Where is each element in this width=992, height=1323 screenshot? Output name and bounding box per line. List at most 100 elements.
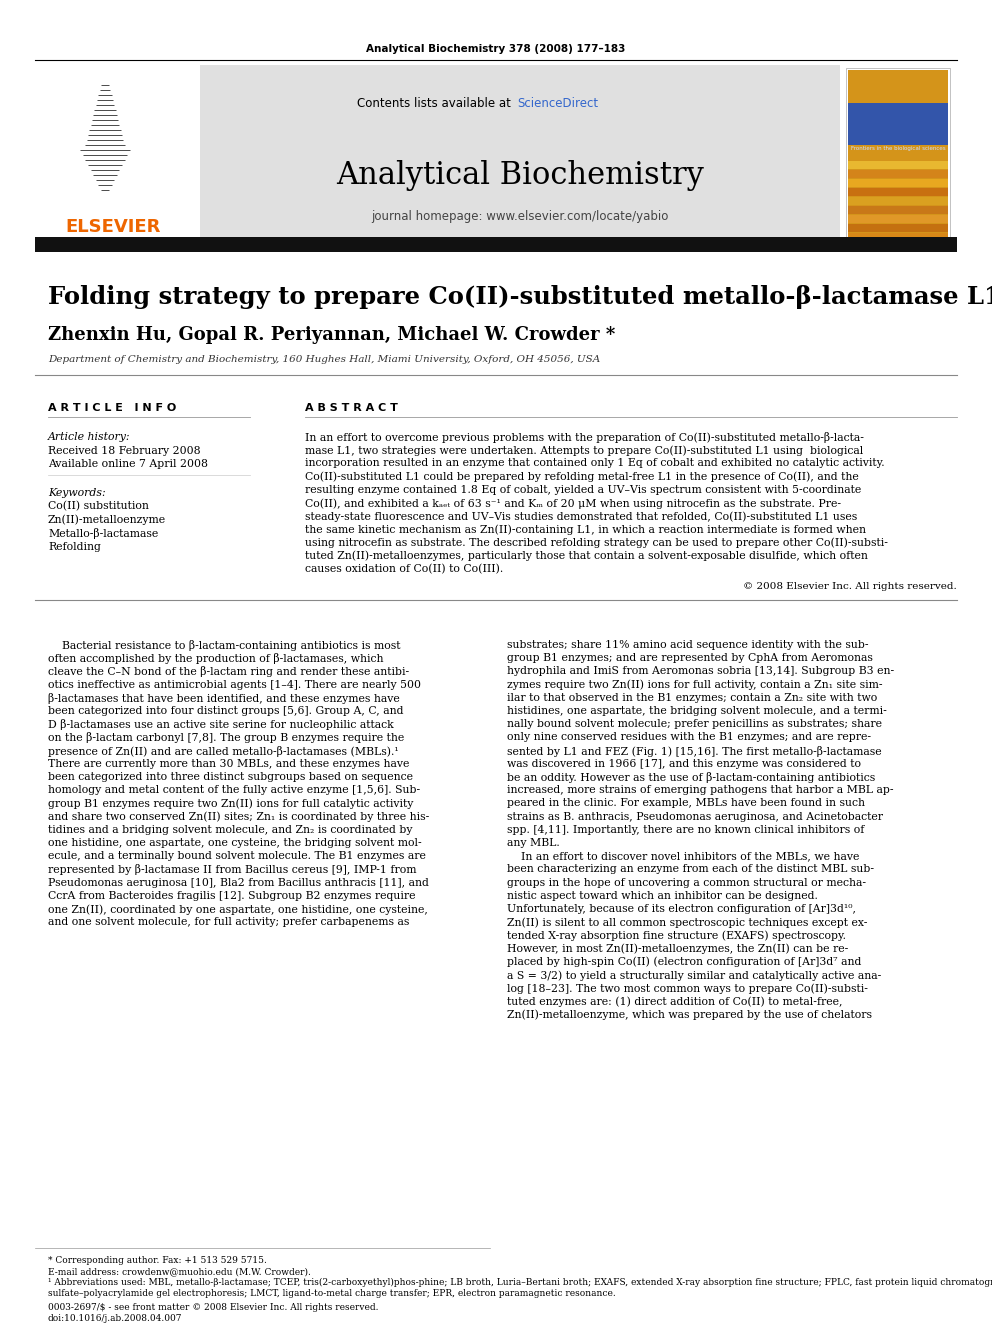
Text: been categorized into three distinct subgroups based on sequence: been categorized into three distinct sub… [48,773,413,782]
Text: Elsevier: Elsevier [887,218,909,224]
Bar [848,188,948,196]
Text: E-mail address: crowdenw@muohio.edu (M.W. Crowder).: E-mail address: crowdenw@muohio.edu (M.W… [48,1267,310,1275]
Text: sented by L1 and FEZ (Fig. 1) [15,16]. The first metallo-β-lactamase: sented by L1 and FEZ (Fig. 1) [15,16]. T… [507,746,882,757]
Text: Available online 7 April 2008: Available online 7 April 2008 [48,459,208,468]
Text: journal homepage: www.elsevier.com/locate/yabio: journal homepage: www.elsevier.com/locat… [371,210,669,224]
Text: ilar to that observed in the B1 enzymes; contain a Zn₂ site with two: ilar to that observed in the B1 enzymes;… [507,693,877,703]
Text: group B1 enzymes; and are represented by CphA from Aeromonas: group B1 enzymes; and are represented by… [507,654,873,663]
Bar [848,216,948,224]
Text: Unfortunately, because of its electron configuration of [Ar]3d¹⁰,: Unfortunately, because of its electron c… [507,904,856,914]
Text: doi:10.1016/j.ab.2008.04.007: doi:10.1016/j.ab.2008.04.007 [48,1314,183,1323]
Text: A B S T R A C T: A B S T R A C T [305,404,398,413]
Text: Co(II), and exhibited a kₐₑₜ of 63 s⁻¹ and Kₘ of 20 μM when using nitrocefin as : Co(II), and exhibited a kₐₑₜ of 63 s⁻¹ a… [305,497,841,508]
Bar [848,233,948,241]
Bar [848,179,948,187]
Text: © 2008 Elsevier Inc. All rights reserved.: © 2008 Elsevier Inc. All rights reserved… [743,582,957,591]
Bar [846,67,950,239]
Text: been categorized into four distinct groups [5,6]. Group A, C, and: been categorized into four distinct grou… [48,706,404,716]
Text: on the β-lactam carbonyl [7,8]. The group B enzymes require the: on the β-lactam carbonyl [7,8]. The grou… [48,733,405,744]
Text: log [18–23]. The two most common ways to prepare Co(II)-substi-: log [18–23]. The two most common ways to… [507,983,868,994]
Bar [848,197,948,205]
Bar [848,224,948,232]
Text: any MBL.: any MBL. [507,837,559,848]
Text: mase L1, two strategies were undertaken. Attempts to prepare Co(II)-substituted : mase L1, two strategies were undertaken.… [305,446,863,455]
Bar [848,161,948,169]
Text: Analytical Biochemistry: Analytical Biochemistry [336,160,704,191]
Text: Co(II)-substituted L1 could be prepared by refolding metal-free L1 in the presen: Co(II)-substituted L1 could be prepared … [305,471,859,482]
Text: groups in the hope of uncovering a common structural or mecha-: groups in the hope of uncovering a commo… [507,877,866,888]
Text: causes oxidation of Co(II) to Co(III).: causes oxidation of Co(II) to Co(III). [305,564,503,574]
Text: Zn(II)-metalloenzyme: Zn(II)-metalloenzyme [48,515,166,525]
Text: increased, more strains of emerging pathogens that harbor a MBL ap-: increased, more strains of emerging path… [507,785,894,795]
Text: a S = 3/2) to yield a structurally similar and catalytically active ana-: a S = 3/2) to yield a structurally simil… [507,970,881,980]
Bar [848,103,948,146]
Text: BIOCHEMISTRY: BIOCHEMISTRY [860,134,936,142]
Bar [200,65,840,238]
Text: histidines, one aspartate, the bridging solvent molecule, and a termi-: histidines, one aspartate, the bridging … [507,706,887,716]
Text: Refolding: Refolding [48,541,101,552]
Bar [848,169,948,179]
Text: D β-lactamases use an active site serine for nucleophilic attack: D β-lactamases use an active site serine… [48,720,394,730]
Text: strains as B. anthracis, Pseudomonas aeruginosa, and Acinetobacter: strains as B. anthracis, Pseudomonas aer… [507,811,883,822]
Text: Contents lists available at: Contents lists available at [357,97,515,110]
Text: ¹ Abbreviations used: MBL, metallo-β-lactamase; TCEP, tris(2-carboxyethyl)phos-p: ¹ Abbreviations used: MBL, metallo-β-lac… [48,1278,992,1287]
Text: Analytical Biochemistry 378 (2008) 177–183: Analytical Biochemistry 378 (2008) 177–1… [366,44,626,54]
Text: ecule, and a terminally bound solvent molecule. The B1 enzymes are: ecule, and a terminally bound solvent mo… [48,851,426,861]
Text: Folding strategy to prepare Co(II)-substituted metallo-β-lactamase L1: Folding strategy to prepare Co(II)-subst… [48,284,992,310]
Text: Frontiers in the biological sciences: Frontiers in the biological sciences [851,146,945,151]
Bar [848,70,948,238]
Text: CcrA from Bacteroides fragilis [12]. Subgroup B2 enzymes require: CcrA from Bacteroides fragilis [12]. Sub… [48,890,416,901]
Text: often accomplished by the production of β-lactamases, which: often accomplished by the production of … [48,654,384,664]
Text: been characterizing an enzyme from each of the distinct MBL sub-: been characterizing an enzyme from each … [507,864,874,875]
Text: homology and metal content of the fully active enzyme [1,5,6]. Sub-: homology and metal content of the fully … [48,785,421,795]
Text: In an effort to discover novel inhibitors of the MBLs, we have: In an effort to discover novel inhibitor… [507,851,859,861]
Text: placed by high-spin Co(II) (electron configuration of [Ar]3d⁷ and: placed by high-spin Co(II) (electron con… [507,957,861,967]
Text: β-lactamases that have been identified, and these enzymes have: β-lactamases that have been identified, … [48,693,400,704]
Text: tuted Zn(II)-metalloenzymes, particularly those that contain a solvent-exposable: tuted Zn(II)-metalloenzymes, particularl… [305,550,868,561]
Bar [35,237,957,251]
Bar [848,242,948,250]
Text: and one solvent molecule, for full activity; prefer carbapenems as: and one solvent molecule, for full activ… [48,917,410,927]
Text: Department of Chemistry and Biochemistry, 160 Hughes Hall, Miami University, Oxf: Department of Chemistry and Biochemistry… [48,355,600,364]
Text: be an oddity. However as the use of β-lactam-containing antibiotics: be an oddity. However as the use of β-la… [507,773,875,783]
Text: steady-state fluorescence and UV–Vis studies demonstrated that refolded, Co(II)-: steady-state fluorescence and UV–Vis stu… [305,511,857,521]
Text: tuted enzymes are: (1) direct addition of Co(II) to metal-free,: tuted enzymes are: (1) direct addition o… [507,996,842,1007]
Text: one histidine, one aspartate, one cysteine, the bridging solvent mol-: one histidine, one aspartate, one cystei… [48,837,422,848]
Bar [848,206,948,214]
Text: In an effort to overcome previous problems with the preparation of Co(II)-substi: In an effort to overcome previous proble… [305,433,864,443]
Text: zymes require two Zn(II) ions for full activity, contain a Zn₁ site sim-: zymes require two Zn(II) ions for full a… [507,680,883,691]
Text: * Corresponding author. Fax: +1 513 529 5715.: * Corresponding author. Fax: +1 513 529 … [48,1256,267,1265]
Text: spp. [4,11]. Importantly, there are no known clinical inhibitors of: spp. [4,11]. Importantly, there are no k… [507,824,864,835]
Text: and share two conserved Zn(II) sites; Zn₁ is coordinated by three his-: and share two conserved Zn(II) sites; Zn… [48,811,430,822]
Text: presence of Zn(II) and are called metallo-β-lactamases (MBLs).¹: presence of Zn(II) and are called metall… [48,746,399,757]
Text: one Zn(II), coordinated by one aspartate, one histidine, one cysteine,: one Zn(II), coordinated by one aspartate… [48,904,428,914]
Text: Co(II) substitution: Co(II) substitution [48,501,149,511]
Text: Zn(II)-metalloenzyme, which was prepared by the use of chelators: Zn(II)-metalloenzyme, which was prepared… [507,1009,872,1020]
Text: using nitrocefin as substrate. The described refolding strategy can be used to p: using nitrocefin as substrate. The descr… [305,537,888,548]
Text: incorporation resulted in an enzyme that contained only 1 Eq of cobalt and exhib: incorporation resulted in an enzyme that… [305,458,885,468]
Text: was discovered in 1966 [17], and this enzyme was considered to: was discovered in 1966 [17], and this en… [507,759,861,769]
Text: represented by β-lactamase II from Bacillus cereus [9], IMP-1 from: represented by β-lactamase II from Bacil… [48,864,417,876]
Text: 0003-2697/$ - see front matter © 2008 Elsevier Inc. All rights reserved.: 0003-2697/$ - see front matter © 2008 El… [48,1303,379,1312]
Text: Bacterial resistance to β-lactam-containing antibiotics is most: Bacterial resistance to β-lactam-contain… [48,640,401,651]
Text: However, in most Zn(II)-metalloenzymes, the Zn(II) can be re-: However, in most Zn(II)-metalloenzymes, … [507,943,848,954]
Text: hydrophila and ImiS from Aeromonas sobria [13,14]. Subgroup B3 en-: hydrophila and ImiS from Aeromonas sobri… [507,667,894,676]
Text: Pseudomonas aeruginosa [10], Bla2 from Bacillus anthracis [11], and: Pseudomonas aeruginosa [10], Bla2 from B… [48,877,429,888]
Text: Metallo-β-lactamase: Metallo-β-lactamase [48,528,159,538]
Text: substrates; share 11% amino acid sequence identity with the sub-: substrates; share 11% amino acid sequenc… [507,640,869,650]
Text: otics ineffective as antimicrobial agents [1–4]. There are nearly 500: otics ineffective as antimicrobial agent… [48,680,421,689]
Text: tended X-ray absorption fine structure (EXAFS) spectroscopy.: tended X-ray absorption fine structure (… [507,930,846,941]
Text: peared in the clinic. For example, MBLs have been found in such: peared in the clinic. For example, MBLs … [507,798,865,808]
Text: Zn(II) is silent to all common spectroscopic techniques except ex-: Zn(II) is silent to all common spectrosc… [507,917,867,927]
Text: Zhenxin Hu, Gopal R. Periyannan, Michael W. Crowder *: Zhenxin Hu, Gopal R. Periyannan, Michael… [48,325,615,344]
Text: tidines and a bridging solvent molecule, and Zn₂ is coordinated by: tidines and a bridging solvent molecule,… [48,824,413,835]
Text: sulfate–polyacrylamide gel electrophoresis; LMCT, ligand-to-metal charge transfe: sulfate–polyacrylamide gel electrophores… [48,1289,616,1298]
Text: cleave the C–N bond of the β-lactam ring and render these antibi-: cleave the C–N bond of the β-lactam ring… [48,667,409,677]
Text: ELSEVIER: ELSEVIER [65,218,161,235]
Text: A R T I C L E   I N F O: A R T I C L E I N F O [48,404,177,413]
Text: nistic aspect toward which an inhibitor can be designed.: nistic aspect toward which an inhibitor … [507,890,817,901]
Text: There are currently more than 30 MBLs, and these enzymes have: There are currently more than 30 MBLs, a… [48,759,410,769]
Text: Article history:: Article history: [48,433,131,442]
Text: Received 18 February 2008: Received 18 February 2008 [48,446,200,456]
Text: group B1 enzymes require two Zn(II) ions for full catalytic activity: group B1 enzymes require two Zn(II) ions… [48,798,414,808]
